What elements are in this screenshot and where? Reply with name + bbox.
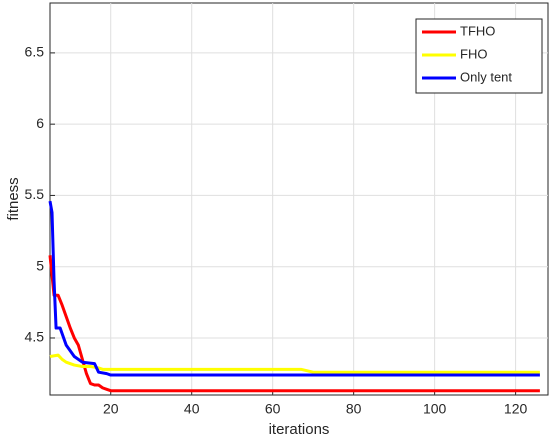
x-tick-label: 80 <box>346 401 362 417</box>
plot-area <box>49 2 549 396</box>
y-axis-label: fitness <box>5 177 22 220</box>
x-tick-label: 40 <box>184 401 200 417</box>
x-axis-label: iterations <box>269 421 330 438</box>
y-tick-label: 4.5 <box>25 329 45 345</box>
x-tick-label: 100 <box>423 401 447 417</box>
x-tick-label: 20 <box>103 401 119 417</box>
data-line <box>48 200 540 377</box>
y-tick-label: 5.5 <box>25 186 45 202</box>
y-tick-label: 6 <box>36 115 44 131</box>
legend-label: TFHO <box>460 23 495 38</box>
y-tick-label: 6.5 <box>25 44 45 60</box>
x-tick-label: 120 <box>504 401 528 417</box>
x-tick-label: 60 <box>265 401 281 417</box>
legend-label: Only tent <box>460 69 512 84</box>
legend-label: FHO <box>460 46 487 61</box>
data-line <box>48 255 540 393</box>
data-line <box>49 353 540 374</box>
y-tick-label: 5 <box>36 257 44 273</box>
